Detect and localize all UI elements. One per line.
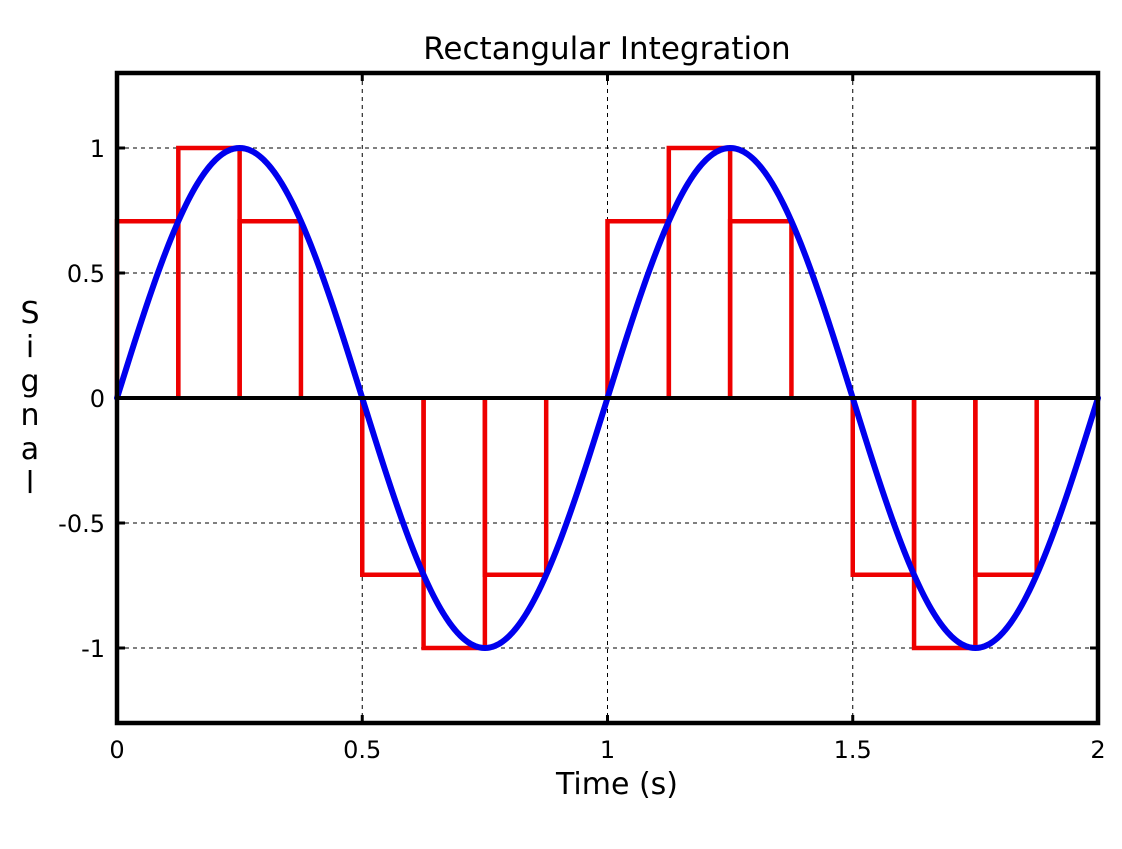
x-tick-label-4: 2 [1090,736,1105,764]
y-axis-label-letter-3: n [20,398,39,433]
integration-rectangle-2 [237,219,304,398]
x-tick-label-0: 0 [109,736,124,764]
y-tick-label-2: 0 [90,385,105,413]
tick-labels: 0 0.5 1 1.5 2 -1 -0.5 0 0.5 1 [58,135,1105,764]
y-tick-label-3: 0.5 [67,260,105,288]
y-axis-label-letter-4: a [21,432,39,467]
y-tick-label-1: -0.5 [58,510,105,538]
integration-rectangle-10 [727,219,794,398]
integration-rectangle-14 [973,398,1039,577]
y-axis-label-letter-0: S [20,296,39,331]
integration-rectangle-6 [482,398,549,577]
y-tick-label-4: 1 [90,135,105,163]
y-axis-label-letter-1: i [26,330,34,365]
x-tick-label-1: 0.5 [343,736,381,764]
y-axis-label-letter-2: g [20,364,39,399]
x-tick-label-3: 1.5 [834,736,872,764]
x-axis-label: Time (s) [555,767,678,802]
chart-title: Rectangular Integration [423,31,790,67]
y-axis-label-letter-5: l [26,466,34,501]
integration-rectangles [114,145,1039,651]
axes [114,70,1101,726]
x-tick-label-2: 1 [600,736,615,764]
y-tick-label-0: -1 [81,635,105,663]
